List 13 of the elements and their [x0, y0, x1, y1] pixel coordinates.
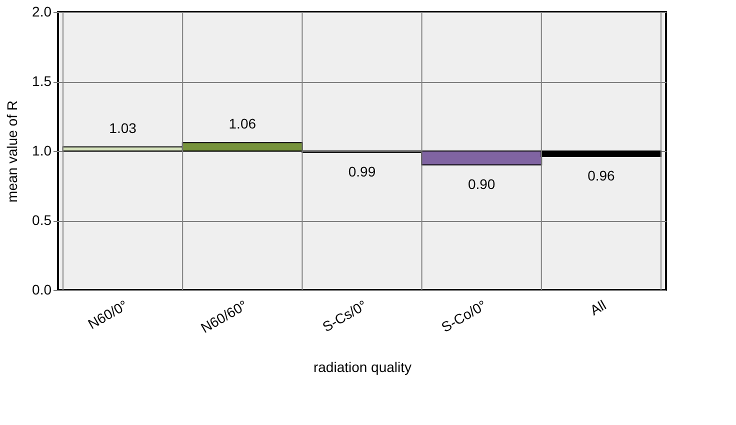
y-tick-label: 2.0 [32, 4, 52, 20]
data-label: 0.96 [588, 168, 616, 184]
data-label: 0.90 [468, 176, 496, 192]
data-label: 1.03 [109, 120, 137, 136]
y-tick-label: 0.5 [32, 212, 52, 228]
data-label: 1.06 [228, 116, 256, 132]
x-tick-label: All [587, 296, 609, 318]
y-tick-label: 1.0 [32, 142, 52, 158]
x-axis-title: radiation quality [313, 358, 412, 375]
data-label: 0.99 [348, 163, 376, 180]
y-tick-label: 0.0 [32, 282, 52, 298]
y-axis-title: mean value of R [4, 100, 20, 202]
y-tick-label: 1.5 [32, 73, 52, 89]
